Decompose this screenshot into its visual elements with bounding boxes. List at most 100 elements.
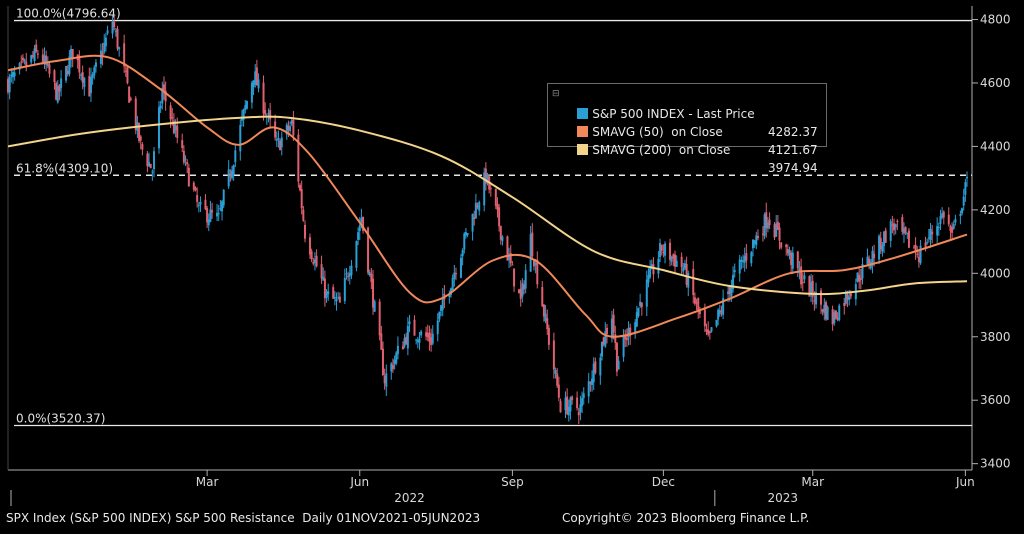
candle-body	[416, 340, 419, 343]
candle-body	[947, 214, 950, 225]
candle-body	[836, 317, 839, 320]
candle-body	[164, 90, 167, 102]
candle-body	[489, 188, 492, 190]
candle-body	[45, 55, 48, 65]
candle-body	[176, 125, 179, 138]
candle-body	[486, 174, 489, 182]
candle-body	[343, 277, 346, 302]
x-tick-label: Sep	[501, 475, 524, 489]
candle-body	[529, 234, 532, 272]
legend-value-price: 4282.37	[768, 125, 818, 139]
y-tick-label: 3800	[980, 330, 1011, 344]
candle-body	[184, 158, 187, 160]
candle-body	[157, 107, 160, 149]
candle-body	[738, 259, 741, 274]
candle-body	[577, 411, 580, 416]
candle-body	[370, 273, 373, 282]
candle-body	[775, 223, 778, 237]
candle-body	[428, 332, 431, 342]
candle-body	[222, 189, 225, 206]
candle-body	[380, 333, 383, 350]
candle-body	[181, 140, 184, 148]
candle-body	[844, 291, 847, 304]
candle-body	[60, 78, 63, 88]
candle-body	[141, 144, 144, 150]
candle-body	[81, 72, 84, 83]
candle-body	[732, 274, 735, 289]
candle-body	[333, 296, 336, 299]
candle-body	[751, 239, 754, 249]
candle-body	[649, 268, 652, 278]
candle-body	[652, 264, 655, 275]
candle-body	[20, 61, 23, 63]
candle-body	[745, 253, 748, 261]
candle-body	[532, 259, 535, 267]
sma-50-line	[7, 54, 968, 338]
candle-body	[821, 309, 824, 312]
candle-body	[126, 67, 129, 84]
candle-body	[21, 57, 24, 61]
candle-body	[705, 329, 708, 332]
candle-body	[824, 302, 827, 320]
y-tick-label: 3600	[980, 393, 1011, 407]
candle-body	[599, 357, 602, 376]
candle-body	[941, 213, 944, 218]
candle-body	[773, 224, 776, 238]
candle-body	[937, 227, 940, 229]
candle-body	[924, 242, 927, 248]
candle-body	[239, 125, 242, 152]
candle-body	[936, 226, 939, 236]
candle-body	[285, 124, 288, 135]
candles-group	[7, 14, 969, 425]
candle-body	[763, 214, 766, 236]
candle-body	[742, 260, 745, 263]
candle-body	[257, 79, 260, 89]
candle-body	[952, 224, 955, 229]
legend-swatch-sma50	[577, 126, 589, 137]
candle-body	[209, 209, 212, 222]
candle-body	[99, 50, 102, 64]
candle-body	[576, 397, 579, 409]
candle-body	[162, 84, 165, 91]
candle-body	[277, 137, 280, 140]
candle-body	[544, 313, 547, 321]
candle-body	[730, 285, 733, 297]
candle-body	[639, 301, 642, 307]
candle-body	[216, 212, 219, 217]
candle-body	[796, 251, 799, 269]
candle-body	[113, 21, 116, 28]
candle-body	[906, 232, 909, 235]
year-label: 2022	[394, 491, 425, 505]
candle-body	[391, 365, 394, 369]
candle-body	[420, 331, 423, 336]
candle-body	[211, 210, 214, 213]
candle-body	[647, 275, 650, 283]
candle-body	[675, 260, 678, 267]
candle-body	[415, 339, 418, 341]
candle-body	[478, 202, 481, 211]
candle-body	[187, 167, 190, 187]
candle-body	[788, 250, 791, 256]
candle-body	[182, 150, 185, 163]
candle-body	[312, 262, 315, 264]
legend-swatch-price	[577, 108, 589, 119]
candle-body	[269, 110, 272, 120]
candle-body	[589, 382, 592, 384]
candle-body	[274, 121, 277, 138]
candle-body	[56, 86, 59, 103]
candle-body	[199, 201, 202, 205]
candle-body	[358, 225, 361, 232]
candle-body	[381, 348, 384, 376]
candle-body	[879, 238, 882, 250]
legend-collapse-icon[interactable]: ⊟	[552, 89, 560, 99]
candle-body	[473, 217, 476, 220]
candle-body	[637, 307, 640, 316]
candle-body	[765, 212, 768, 229]
candle-body	[552, 340, 555, 370]
candle-body	[581, 398, 584, 407]
candle-body	[372, 278, 375, 308]
candle-body	[951, 227, 954, 233]
candle-body	[206, 208, 209, 223]
candle-body	[89, 77, 92, 93]
candle-body	[114, 30, 117, 32]
